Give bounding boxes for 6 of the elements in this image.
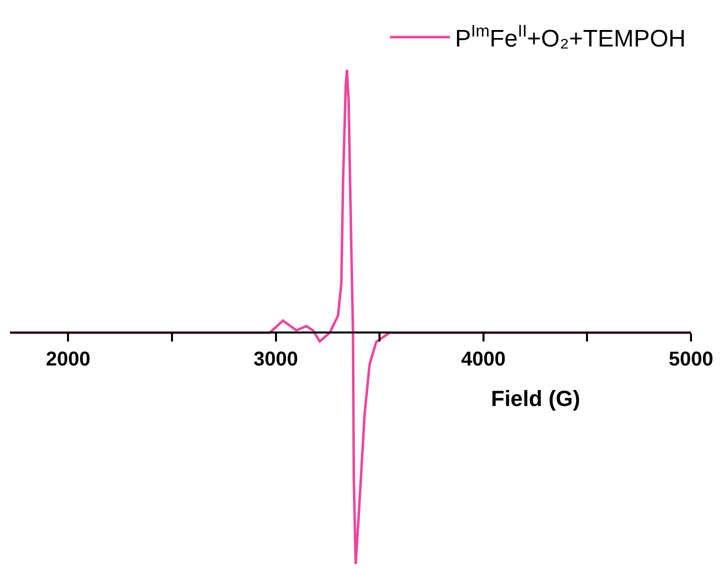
x-tick-label: 2000 <box>46 348 90 371</box>
x-tick-label: 3000 <box>254 348 298 371</box>
x-axis-title: Field (G) <box>491 386 580 411</box>
legend-label: P$^{Im}$Fe$^{II}$+O₂+TEMPOH <box>455 21 686 52</box>
x-tick-label: 4000 <box>461 348 506 371</box>
x-tick-label: 5000 <box>668 348 714 371</box>
